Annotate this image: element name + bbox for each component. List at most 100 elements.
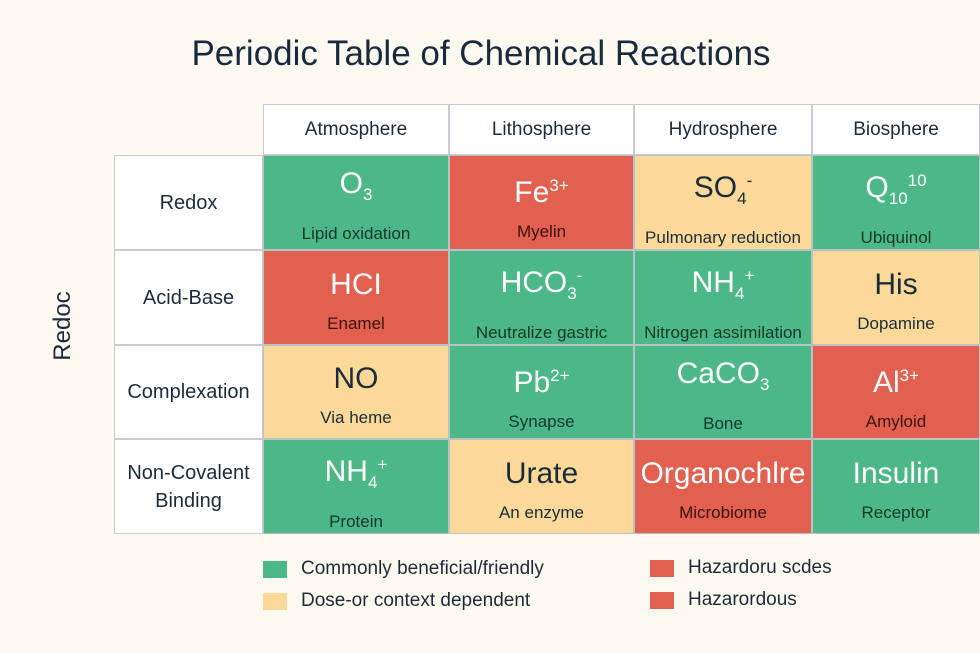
symbol-superscript: + — [744, 265, 755, 285]
symbol-base: Organochlre — [640, 456, 806, 490]
symbol-base: Al — [872, 365, 900, 399]
row-header: Complexation — [114, 345, 263, 439]
y-axis-label: Redoc — [49, 291, 76, 361]
symbol-base: O — [339, 167, 363, 200]
column-header: Hydrosphere — [634, 104, 812, 155]
table-cell: Al3+ Amyloid — [812, 345, 980, 439]
table-cell: HCI Enamel — [263, 250, 449, 345]
cell-description: Lipid oxidation — [301, 224, 411, 243]
chemical-symbol: SO4- — [694, 162, 753, 218]
cell-description: Bone — [703, 413, 743, 433]
table-cell: HCO3- Neutralize gastric — [449, 250, 634, 345]
symbol-subscript: 4 — [737, 188, 747, 208]
symbol-superscript: 2+ — [550, 365, 570, 385]
table-cell: Pb2+ Synapse — [449, 345, 634, 439]
legend-label: Hazarordous — [688, 589, 797, 610]
legend-item: Dose-or context dependent — [263, 590, 530, 612]
symbol-superscript: 10 — [907, 170, 927, 190]
chemical-symbol: Organochlre — [640, 455, 805, 493]
symbol-base: His — [874, 267, 918, 301]
legend-swatch — [650, 559, 674, 577]
chemical-symbol: NO — [334, 360, 379, 398]
symbol-base: Insulin — [852, 456, 940, 490]
table-cell: Urate An enzyme — [449, 439, 634, 534]
row-header: Acid-Base — [114, 250, 263, 345]
row-header: Non-Covalent Binding — [114, 439, 263, 534]
chart-title: Periodic Table of Chemical Reactions — [191, 34, 771, 73]
cell-description: Ubiquinol — [860, 227, 932, 247]
symbol-base: NH — [324, 454, 368, 488]
symbol-base: Q — [865, 170, 889, 204]
cell-description: Enamel — [327, 313, 385, 333]
table-cell: CaCO3 Bone — [634, 345, 812, 439]
table-cell: O3 Lipid oxidation — [263, 155, 449, 250]
symbol-subscript: 3 — [567, 283, 577, 303]
symbol-base: HCI — [330, 267, 382, 301]
chemical-symbol: NH4+ — [692, 257, 755, 313]
symbol-subscript: 4 — [367, 472, 378, 492]
table-cell: NO Via heme — [263, 345, 449, 439]
legend-swatch — [650, 591, 674, 609]
table-cell: NH4+ Protein — [263, 439, 449, 534]
symbol-subscript: 3 — [362, 185, 373, 204]
column-header: Lithosphere — [449, 104, 634, 155]
symbol-base: CaCO — [676, 356, 760, 390]
cell-description: Receptor — [861, 502, 931, 522]
row-header: Redox — [114, 155, 263, 250]
cell-description: Pulmonary reduction — [645, 227, 801, 247]
chemical-symbol: HCO3- — [501, 257, 583, 313]
chemical-symbol: Pb2+ — [513, 357, 569, 402]
legend-swatch — [263, 560, 287, 578]
column-header: Atmosphere — [263, 104, 449, 155]
table-cell: SO4- Pulmonary reduction — [634, 155, 812, 250]
cell-description: Nitrogen assimilation — [644, 322, 802, 342]
table-cell: NH4+ Nitrogen assimilation — [634, 250, 812, 345]
table-cell: Fe3+ Myelin — [449, 155, 634, 250]
symbol-superscript: 3+ — [549, 176, 569, 195]
chemical-symbol: Insulin — [853, 455, 940, 493]
symbol-base: SO — [693, 170, 738, 204]
symbol-subscript: 3 — [759, 374, 770, 394]
chemical-symbol: His — [874, 266, 917, 304]
cell-description: Synapse — [508, 411, 575, 431]
symbol-subscript: 4 — [734, 283, 745, 303]
symbol-superscript: - — [576, 265, 583, 285]
symbol-base: NH — [691, 265, 735, 299]
cell-description: Microbiome — [679, 502, 767, 522]
legend-swatch — [263, 592, 287, 610]
column-header: Biosphere — [812, 104, 980, 155]
cell-description: Dopamine — [857, 313, 935, 333]
table-cell: Q1010 Ubiquinol — [812, 155, 980, 250]
symbol-superscript: - — [746, 170, 753, 190]
cell-description: Via heme — [320, 408, 392, 427]
symbol-base: Urate — [504, 456, 579, 490]
legend-label: Dose-or context dependent — [301, 590, 531, 611]
table-cell: Organochlre Microbiome — [634, 439, 812, 534]
chemical-symbol: Urate — [505, 455, 578, 493]
cell-description: Amyloid — [865, 411, 927, 431]
symbol-base: Fe — [514, 176, 550, 209]
chemical-symbol: Al3+ — [873, 357, 919, 402]
chemical-symbol: CaCO3 — [677, 355, 770, 404]
cell-description: Neutralize gastric — [475, 322, 608, 342]
symbol-base: NO — [333, 362, 379, 395]
chemical-symbol: Q1010 — [865, 162, 926, 218]
legend-item: Hazarordous — [650, 589, 797, 611]
legend-item: Commonly beneficial/friendly — [263, 558, 544, 580]
legend-label: Hazardoru scdes — [688, 557, 832, 578]
chemical-symbol: HCI — [330, 266, 382, 304]
chemical-symbol: Fe3+ — [514, 167, 568, 212]
symbol-base: Pb — [513, 365, 551, 399]
table-cell: Insulin Receptor — [812, 439, 980, 534]
symbol-subscript: 10 — [888, 188, 908, 208]
legend-item: Hazardoru scdes — [650, 557, 832, 579]
symbol-base: HCO — [500, 265, 568, 299]
symbol-superscript: + — [377, 454, 388, 474]
cell-description: An enzyme — [498, 502, 585, 522]
legend-label: Commonly beneficial/friendly — [301, 558, 544, 579]
cell-description: Myelin — [516, 222, 567, 241]
table-cell: His Dopamine — [812, 250, 980, 345]
chemical-symbol: O3 — [340, 165, 373, 214]
symbol-superscript: 3+ — [899, 365, 920, 385]
cell-description: Protein — [329, 511, 383, 531]
